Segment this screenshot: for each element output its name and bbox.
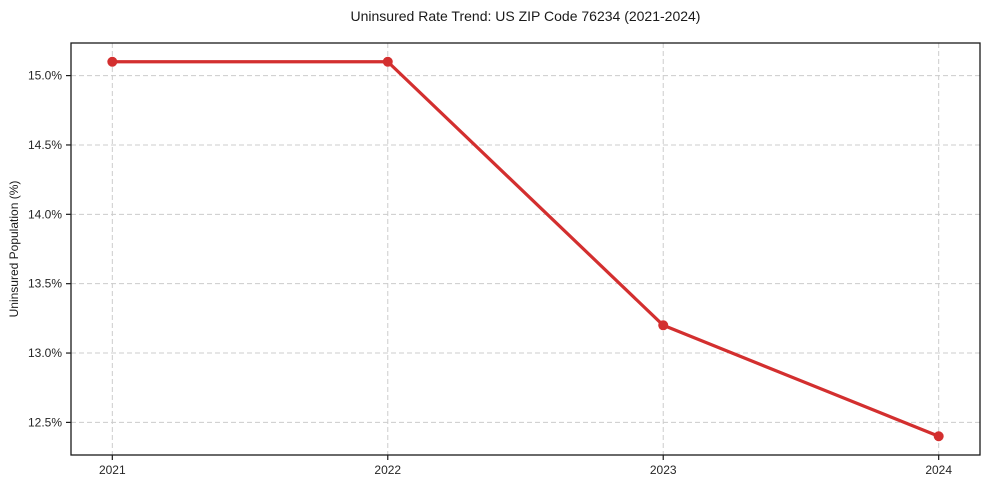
data-point-marker [658, 320, 669, 331]
y-tick-label: 13.5% [28, 277, 62, 291]
chart-title: Uninsured Rate Trend: US ZIP Code 76234 … [350, 8, 701, 24]
plot-border [70, 42, 981, 456]
trend-line [110, 60, 941, 438]
data-point-marker [107, 56, 118, 67]
y-tick-label: 14.5% [28, 138, 62, 152]
x-tick-label: 2024 [925, 463, 952, 477]
y-tick-label: 14.0% [28, 207, 62, 221]
x-tick-label: 2022 [374, 463, 401, 477]
y-tick-label: 13.0% [28, 346, 62, 360]
y-tick-label: 12.5% [28, 415, 62, 429]
x-tick-label: 2023 [650, 463, 677, 477]
data-point-marker [382, 56, 393, 67]
data-point-marker [933, 431, 944, 442]
x-tick-label: 2021 [99, 463, 126, 477]
y-tick-label: 15.0% [28, 69, 62, 83]
